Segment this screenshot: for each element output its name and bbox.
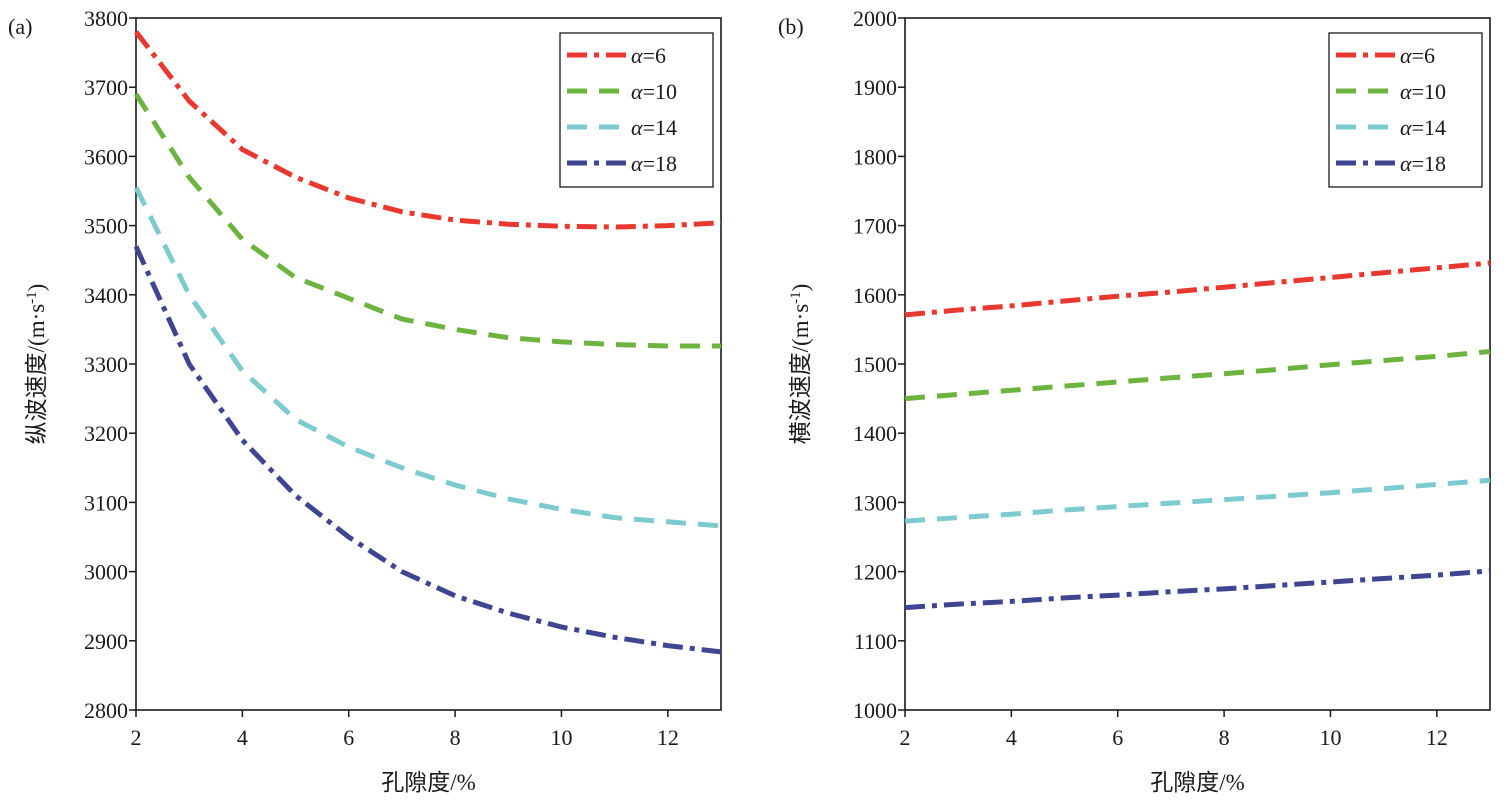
y-tick-label: 2000: [853, 6, 897, 31]
legend-entry: α=10: [631, 79, 677, 104]
y-tick-label: 1300: [853, 490, 897, 515]
y-tick-label: 1600: [853, 283, 897, 308]
panel-label: (b): [778, 14, 804, 39]
y-axis-label: 横波速度/(m·s-1): [788, 284, 813, 445]
x-tick-label: 10: [550, 725, 572, 750]
y-axis-label: 纵波速度/(m·s-1): [24, 284, 49, 445]
series-line-alpha-6: [904, 260, 1491, 318]
series-line-alpha-18: [133, 245, 722, 655]
x-tick-label: 6: [343, 725, 354, 750]
y-tick-label: 3100: [84, 490, 128, 515]
y-tick-label: 1400: [853, 421, 897, 446]
y-tick-label: 3000: [84, 560, 128, 585]
x-axis-label: 孔隙度/%: [381, 770, 476, 795]
legend-entry: α=14: [1400, 115, 1446, 140]
panel-label: (a): [8, 14, 32, 39]
series-line-alpha-6: [134, 30, 722, 230]
x-tick-label: 12: [1426, 725, 1448, 750]
legend-entry: α=6: [1400, 43, 1435, 68]
y-tick-label: 3300: [84, 352, 128, 377]
legend: α=6 α=10 α=14 α=18: [559, 32, 714, 188]
x-tick-label: 6: [1112, 725, 1123, 750]
y-tick-label: 1000: [853, 698, 897, 723]
x-tick-label: 2: [131, 725, 142, 750]
y-tick-label: 3600: [84, 144, 128, 169]
series-line-alpha-14: [133, 186, 722, 529]
y-tick-label: 3200: [84, 421, 128, 446]
legend-entry: α=6: [631, 43, 666, 68]
y-tick-label: 2900: [84, 629, 128, 654]
y-tick-label: 1800: [853, 144, 897, 169]
x-tick-label: 4: [1006, 725, 1017, 750]
x-tick-label: 2: [900, 725, 911, 750]
x-tick-label: 12: [657, 725, 679, 750]
y-tick-label: 1900: [853, 75, 897, 100]
series-line-alpha-18: [904, 568, 1491, 611]
y-tick-label: 2800: [84, 698, 128, 723]
legend-entry: α=18: [631, 151, 677, 176]
y-tick-label: 3500: [84, 214, 128, 239]
series-line-alpha-10: [133, 92, 721, 349]
legend-entry: α=18: [1400, 151, 1446, 176]
x-tick-label: 10: [1319, 725, 1341, 750]
x-tick-label: 8: [450, 725, 461, 750]
x-axis-label: 孔隙度/%: [1150, 770, 1245, 795]
legend: α=6 α=10 α=14 α=18: [1328, 32, 1483, 188]
y-tick-label: 1100: [854, 629, 897, 654]
x-tick-label: 4: [237, 725, 248, 750]
x-tick-label: 8: [1219, 725, 1230, 750]
panel-a: (a) 2 4 6 8 10 12 2800 2900 3000 3100 3200 3300 3400 3…: [8, 6, 722, 795]
legend-entry: α=14: [631, 115, 677, 140]
panel-b: (b) 2 4 6 8 10 12 1000 1100 1200 1300 1400 1500 1600 1…: [778, 6, 1491, 795]
series-line-alpha-10: [904, 349, 1491, 402]
y-tick-label: 3400: [84, 283, 128, 308]
y-tick-label: 1700: [853, 214, 897, 239]
y-tick-label: 1500: [853, 352, 897, 377]
y-tick-label: 1200: [853, 560, 897, 585]
y-tick-label: 3700: [84, 75, 128, 100]
y-tick-label: 3800: [84, 6, 128, 31]
series-line-alpha-14: [904, 477, 1491, 524]
legend-entry: α=10: [1400, 79, 1446, 104]
